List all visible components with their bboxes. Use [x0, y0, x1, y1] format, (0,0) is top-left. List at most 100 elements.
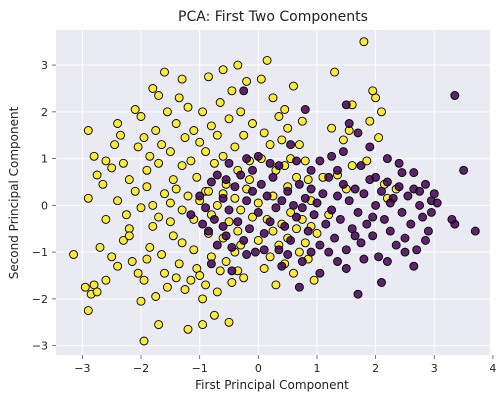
data-point [447, 214, 457, 224]
data-point [470, 226, 480, 236]
data-point [198, 320, 208, 330]
data-point [118, 158, 128, 168]
data-point [274, 112, 284, 121]
data-point [248, 165, 257, 175]
data-point [204, 226, 213, 236]
data-point [212, 130, 222, 140]
data-point [160, 67, 169, 77]
data-point [309, 210, 319, 220]
data-point [83, 126, 93, 135]
chart-title: PCA: First Two Components [178, 9, 368, 25]
data-point [289, 81, 298, 91]
data-point [201, 203, 211, 213]
data-point [242, 250, 252, 259]
data-point [385, 226, 395, 236]
data-point [280, 221, 290, 231]
data-point [294, 140, 304, 150]
data-point [154, 91, 164, 100]
data-point [362, 219, 372, 229]
y-tick-label: 2 [41, 106, 48, 119]
data-point [233, 217, 243, 227]
data-point [221, 175, 231, 185]
data-point [271, 280, 281, 290]
y-tick-label: −3 [32, 340, 48, 353]
data-point [333, 257, 342, 266]
data-point [294, 282, 304, 292]
data-point [139, 133, 149, 143]
x-tick-label: −3 [74, 362, 90, 375]
data-point [368, 86, 378, 96]
data-point [306, 184, 316, 194]
data-point [344, 196, 354, 206]
data-point [224, 158, 234, 168]
data-point [289, 200, 298, 210]
data-point [341, 264, 351, 273]
data-point [201, 147, 211, 157]
data-point [292, 224, 301, 234]
data-point [198, 219, 208, 229]
data-point [227, 278, 237, 287]
data-point [353, 289, 363, 299]
data-point [92, 287, 102, 297]
data-point [368, 231, 378, 241]
data-point [107, 163, 117, 173]
data-point [101, 156, 111, 166]
data-point [157, 250, 167, 259]
data-point [221, 257, 231, 266]
data-point [356, 161, 366, 171]
data-point [397, 207, 407, 217]
data-point [212, 200, 222, 210]
data-point [335, 214, 345, 224]
data-point [127, 257, 137, 266]
data-point [303, 226, 313, 236]
data-point [183, 191, 193, 201]
data-points [69, 37, 480, 346]
x-tick-label: −2 [133, 362, 149, 375]
y-axis-ticks: −3 −2 −1 0 1 2 3 [32, 59, 56, 353]
data-point [300, 238, 310, 248]
data-point [397, 168, 407, 178]
data-point [415, 186, 425, 196]
data-point [274, 245, 284, 255]
data-point [148, 200, 158, 210]
data-point [242, 196, 252, 206]
data-point [180, 285, 190, 294]
data-point [306, 247, 316, 257]
data-point [294, 179, 304, 189]
data-point [324, 247, 334, 257]
data-point [168, 231, 178, 241]
data-point [259, 245, 269, 255]
data-point [400, 233, 410, 243]
data-point [459, 165, 469, 175]
y-tick-label: −2 [32, 293, 48, 306]
data-point [374, 252, 384, 262]
x-tick-label: −1 [192, 362, 208, 375]
data-point [118, 235, 128, 245]
data-point [89, 151, 99, 161]
y-tick-label: 0 [41, 199, 48, 212]
data-point [133, 142, 143, 152]
data-point [429, 189, 439, 199]
data-point [297, 257, 307, 266]
data-point [136, 296, 146, 306]
data-point [283, 250, 293, 259]
data-point [204, 72, 213, 82]
data-point [98, 179, 108, 189]
data-point [148, 84, 158, 93]
data-point [265, 140, 275, 150]
data-point [406, 219, 416, 229]
data-point [341, 245, 351, 255]
data-point [218, 65, 228, 75]
data-point [271, 203, 281, 213]
data-point [259, 264, 269, 273]
data-point [256, 74, 266, 84]
data-point [177, 238, 187, 248]
data-point [130, 186, 140, 196]
data-point [236, 107, 246, 117]
data-point [297, 116, 307, 126]
data-point [160, 268, 169, 278]
data-point [195, 271, 205, 280]
data-point [139, 275, 149, 285]
data-point [177, 205, 187, 215]
